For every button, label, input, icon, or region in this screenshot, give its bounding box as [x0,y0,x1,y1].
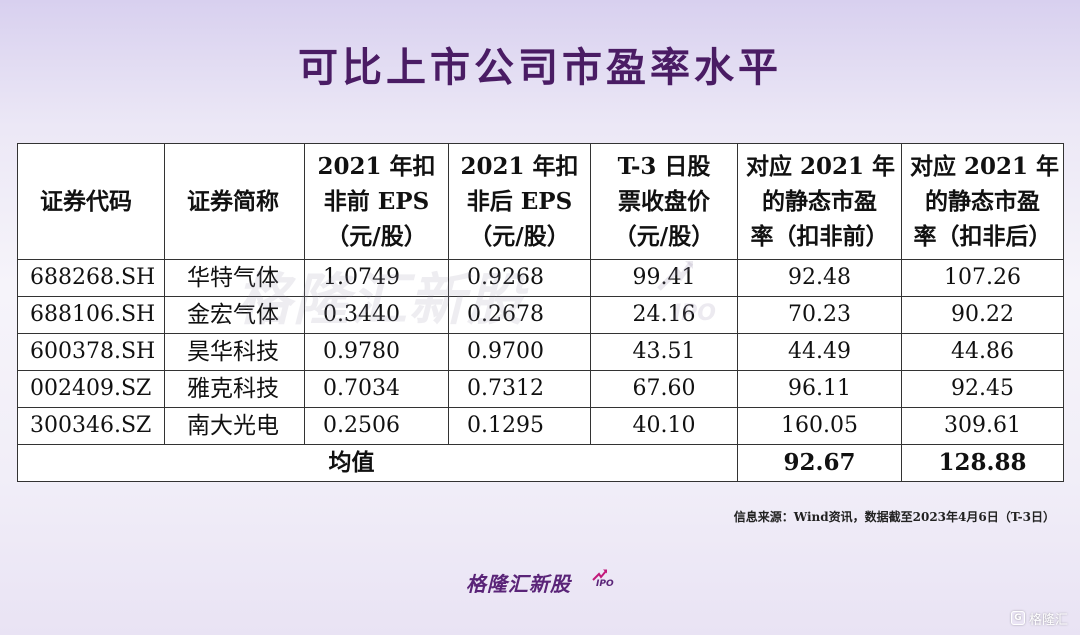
cell-name: 南大光电 [164,407,305,445]
cell-eps-after: 0.7312 [448,370,591,408]
table-row: 300346.SZ 南大光电 0.2506 0.1295 40.10 160.0… [17,407,1064,445]
cell-pe-after: 44.86 [901,333,1064,371]
cell-pe-before: 92.48 [737,259,902,297]
cell-name: 昊华科技 [164,333,305,371]
table-row: 002409.SZ 雅克科技 0.7034 0.7312 67.60 96.11… [17,370,1064,408]
cell-code: 002409.SZ [17,370,165,408]
average-pe-after: 128.88 [901,444,1064,482]
trend-arrow-icon [592,569,607,581]
header-eps-before: 2021 年扣 非前 EPS （元/股） [304,143,449,260]
cell-code: 600378.SH [17,333,165,371]
cell-code: 300346.SZ [17,407,165,445]
header-security-name: 证券简称 [164,143,305,260]
corner-text: 格隆汇 [1028,612,1068,628]
cell-pe-before: 160.05 [737,407,902,445]
brand-logo: 格隆汇新股 IPO [466,568,626,596]
header-eps-after: 2021 年扣 非后 EPS （元/股） [448,143,591,260]
cell-code: 688268.SH [17,259,165,297]
average-row: 均值 92.67 128.88 [17,444,1064,482]
average-label: 均值 [17,444,738,482]
header-pe-before: 对应 2021 年 的静态市盈 率（扣非前） [737,143,902,260]
cell-eps-before: 1.0749 [304,259,449,297]
table-row: 688268.SH 华特气体 1.0749 0.9268 99.41 92.48… [17,259,1064,297]
header-security-code: 证券代码 [17,143,165,260]
average-pe-before: 92.67 [737,444,902,482]
cell-price: 24.16 [590,296,738,334]
cell-pe-after: 309.61 [901,407,1064,445]
cell-eps-after: 0.1295 [448,407,591,445]
header-pe-after: 对应 2021 年 的静态市盈 率（扣非后） [901,143,1064,260]
cell-price: 67.60 [590,370,738,408]
table-row: 688106.SH 金宏气体 0.3440 0.2678 24.16 70.23… [17,296,1064,334]
cell-code: 688106.SH [17,296,165,334]
cell-pe-after: 92.45 [901,370,1064,408]
cell-pe-before: 96.11 [737,370,902,408]
brand-ipo: IPO [596,579,614,589]
gelonghui-logo-icon: G [1010,611,1025,625]
table-header-row: 证券代码 证券简称 2021 年扣 非前 EPS （元/股） 2021 年扣 非… [17,143,1064,260]
page-title: 可比上市公司市盈率水平 [298,45,782,91]
cell-name: 金宏气体 [164,296,305,334]
cell-eps-after: 0.2678 [448,296,591,334]
cell-price: 40.10 [590,407,738,445]
cell-price: 43.51 [590,333,738,371]
cell-price: 99.41 [590,259,738,297]
cell-pe-after: 107.26 [901,259,1064,297]
header-close-price: T-3 日股 票收盘价 （元/股） [590,143,738,260]
cell-eps-after: 0.9268 [448,259,591,297]
cell-pe-after: 90.22 [901,296,1064,334]
cell-eps-before: 0.3440 [304,296,449,334]
cell-eps-before: 0.2506 [304,407,449,445]
table-row: 600378.SH 昊华科技 0.9780 0.9700 43.51 44.49… [17,333,1064,371]
corner-watermark: G 格隆汇 [1010,609,1068,628]
cell-pe-before: 44.49 [737,333,902,371]
comparable-pe-table: 证券代码 证券简称 2021 年扣 非前 EPS （元/股） 2021 年扣 非… [17,143,1064,482]
cell-eps-before: 0.7034 [304,370,449,408]
source-note: 信息来源：Wind资讯，数据截至2023年4月6日（T-3日） [733,510,1055,524]
cell-name: 华特气体 [164,259,305,297]
cell-eps-after: 0.9700 [448,333,591,371]
cell-pe-before: 70.23 [737,296,902,334]
brand-text: 格隆汇新股 [466,572,571,596]
cell-eps-before: 0.9780 [304,333,449,371]
cell-name: 雅克科技 [164,370,305,408]
